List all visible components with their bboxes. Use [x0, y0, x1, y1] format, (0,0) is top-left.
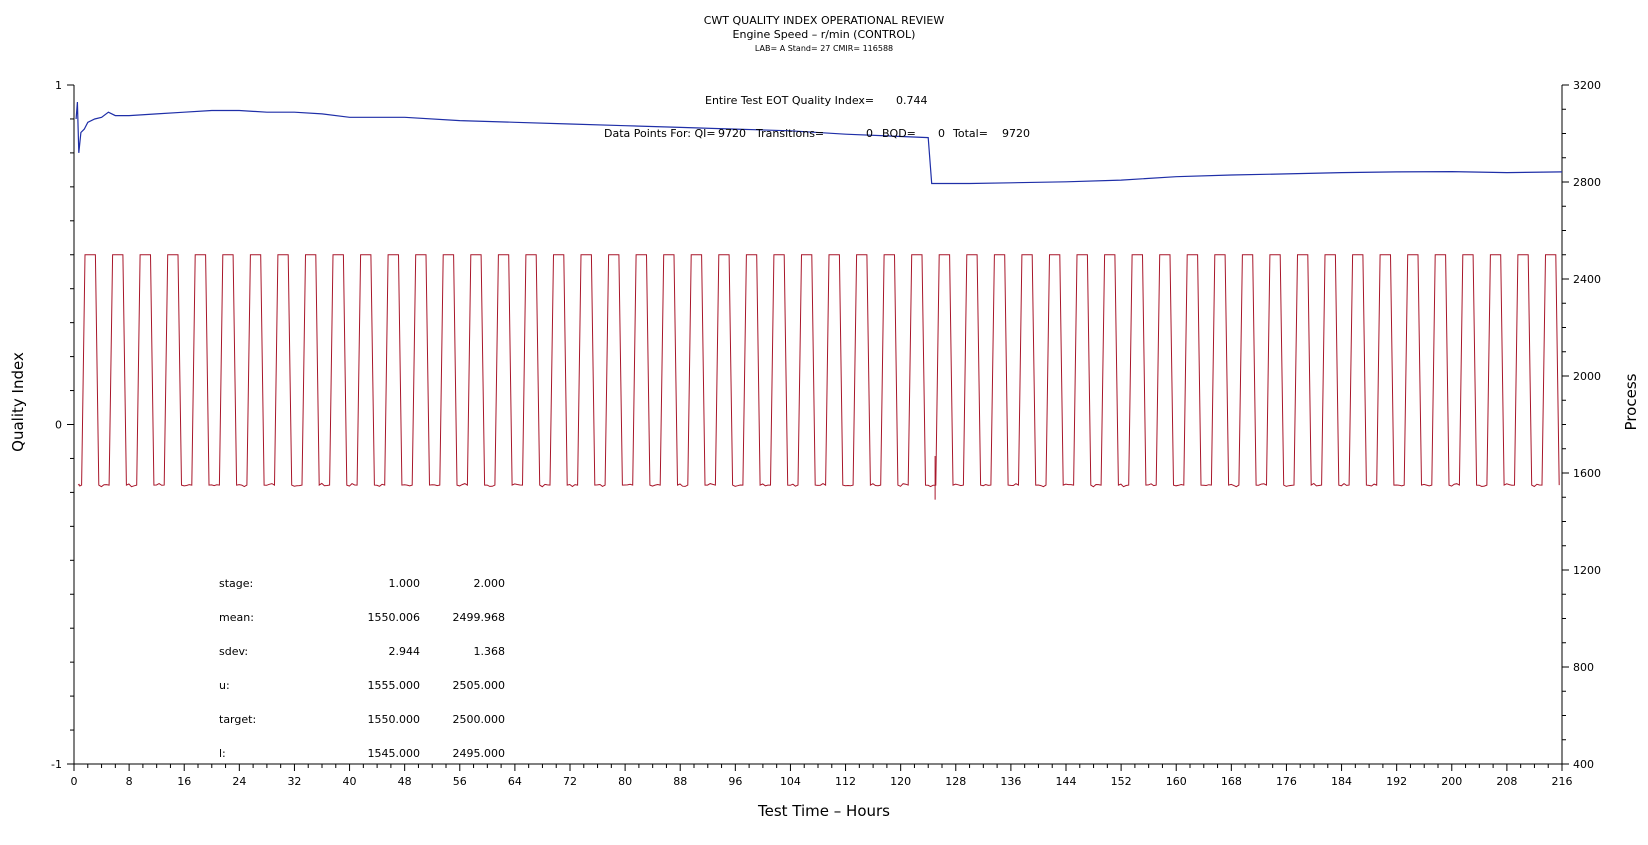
- y-left-tick-label: 1: [55, 79, 62, 92]
- x-tick-label: 136: [1000, 775, 1021, 788]
- stats-row-label: u:: [219, 679, 230, 692]
- x-tick-label: 24: [232, 775, 246, 788]
- y-right-tick-label: 3200: [1573, 79, 1601, 92]
- eot-value: 0.744: [896, 94, 928, 107]
- stats-row-value-2: 1.368: [474, 645, 506, 658]
- series-quality-index-line: [75, 101, 1563, 185]
- qi-count: 9720: [718, 127, 746, 140]
- x-tick-label: 168: [1221, 775, 1242, 788]
- stats-row-value-2: 2.000: [474, 577, 506, 590]
- plot-axes: [73, 85, 1563, 765]
- series-group: [75, 101, 1563, 500]
- x-tick-label: 112: [835, 775, 856, 788]
- stats-row-label: target:: [219, 713, 256, 726]
- x-tick-label: 88: [673, 775, 687, 788]
- bqd-label: BQD=: [882, 127, 916, 140]
- x-tick-label: 216: [1552, 775, 1573, 788]
- stats-row-value-1: 1545.000: [368, 747, 421, 760]
- chart-title: CWT QUALITY INDEX OPERATIONAL REVIEW: [704, 14, 945, 27]
- y-right-tick-label: 2000: [1573, 370, 1601, 383]
- x-tick-label: 32: [287, 775, 301, 788]
- x-tick-label: 8: [126, 775, 133, 788]
- y-axis-right-label: Process: [1622, 373, 1640, 430]
- bqd-count: 0: [938, 127, 945, 140]
- stats-row-value-2: 2500.000: [453, 713, 506, 726]
- chart-subsubtitle: LAB= A Stand= 27 CMIR= 116588: [755, 44, 893, 53]
- stats-row-label: stage:: [219, 577, 253, 590]
- x-tick-label: 176: [1276, 775, 1297, 788]
- stats-row-value-2: 2499.968: [453, 611, 506, 624]
- x-tick-label: 72: [563, 775, 577, 788]
- stats-row-value-1: 1550.000: [368, 713, 421, 726]
- x-tick-label: 80: [618, 775, 632, 788]
- x-tick-label: 120: [890, 775, 911, 788]
- eot-annotation: Entire Test EOT Quality Index= 0.744: [705, 94, 928, 107]
- series-process-line: [77, 254, 1560, 488]
- stats-row-value-1: 1555.000: [368, 679, 421, 692]
- y-axis-left-label: Quality Index: [9, 352, 27, 452]
- x-tick-label: 208: [1496, 775, 1517, 788]
- stats-row-value-2: 2495.000: [453, 747, 506, 760]
- total-count: 9720: [1002, 127, 1030, 140]
- y-right-tick-label: 800: [1573, 661, 1594, 674]
- y-right-tick-label: 1200: [1573, 564, 1601, 577]
- x-tick-label: 96: [728, 775, 742, 788]
- x-tick-label: 152: [1111, 775, 1132, 788]
- x-tick-label: 56: [453, 775, 467, 788]
- x-axis-label: Test Time – Hours: [757, 802, 890, 820]
- x-tick-label: 144: [1056, 775, 1077, 788]
- y-left-tick-label: 0: [55, 419, 62, 432]
- chart-subtitle: Engine Speed – r/min (CONTROL): [733, 28, 916, 41]
- x-tick-label: 104: [780, 775, 801, 788]
- stats-row-value-2: 2505.000: [453, 679, 506, 692]
- x-tick-label: 160: [1166, 775, 1187, 788]
- x-tick-label: 184: [1331, 775, 1352, 788]
- data-points-annotation: Data Points For: QI= 9720 Transitions= 0…: [604, 127, 1030, 140]
- transitions-count: 0: [866, 127, 873, 140]
- x-tick-label: 0: [71, 775, 78, 788]
- x-tick-label: 192: [1386, 775, 1407, 788]
- tick-group: 0 8 16 24 32 40 48 56 64 72 80 88 96 104 112 120 128 136 1…: [51, 79, 1601, 788]
- transitions-label: Transitions=: [755, 127, 824, 140]
- stats-row-value-1: 1550.006: [368, 611, 421, 624]
- y-right-tick-label: 2800: [1573, 176, 1601, 189]
- x-tick-label: 200: [1441, 775, 1462, 788]
- y-right-tick-label: 1600: [1573, 467, 1601, 480]
- x-tick-label: 40: [343, 775, 357, 788]
- points-label: Data Points For: QI=: [604, 127, 716, 140]
- stats-row-label: sdev:: [219, 645, 248, 658]
- eot-label: Entire Test EOT Quality Index=: [705, 94, 874, 107]
- x-tick-label: 16: [177, 775, 191, 788]
- stats-table: stage: 1.000 2.000 mean: 1550.006 2499.968 sde…: [219, 577, 505, 760]
- stats-row-label: l:: [219, 747, 226, 760]
- x-tick-label: 48: [398, 775, 412, 788]
- y-right-tick-label: 2400: [1573, 273, 1601, 286]
- x-tick-label: 128: [945, 775, 966, 788]
- total-label: Total=: [952, 127, 988, 140]
- y-right-tick-label: 400: [1573, 758, 1594, 771]
- y-left-tick-label: -1: [51, 758, 62, 771]
- stats-row-label: mean:: [219, 611, 254, 624]
- stats-row-value-1: 2.944: [389, 645, 421, 658]
- x-tick-label: 64: [508, 775, 522, 788]
- stats-row-value-1: 1.000: [389, 577, 421, 590]
